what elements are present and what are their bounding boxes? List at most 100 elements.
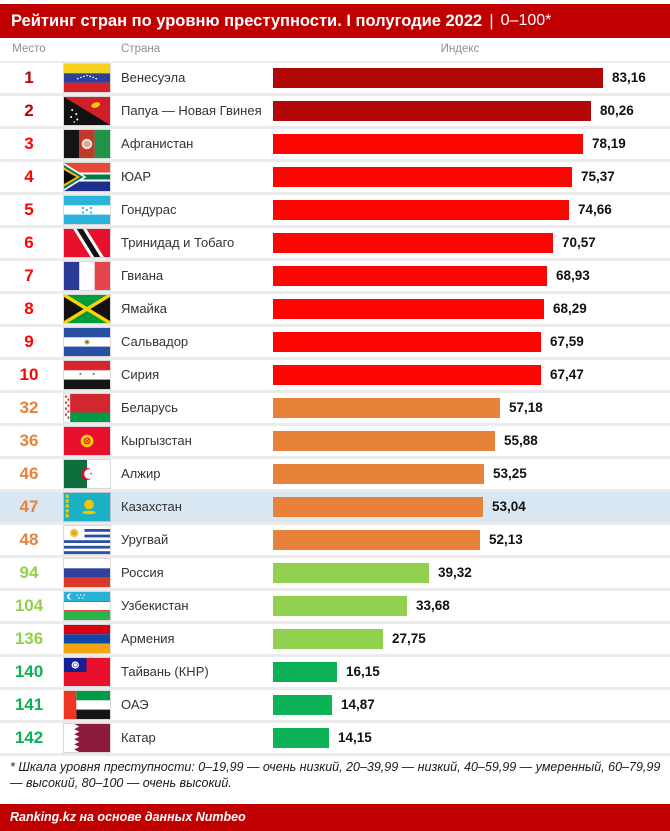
- index-bar: [273, 200, 569, 220]
- table-row-highlighted: 47 Казахстан 53,04: [0, 492, 670, 525]
- rank-number: 3: [24, 134, 34, 153]
- table-row: 9 Сальвадор 67,59: [0, 327, 670, 360]
- flag-sy-icon: [64, 361, 110, 389]
- rank-number: 36: [19, 431, 39, 450]
- source-footer: Ranking.kz на основе данных Numbeo: [0, 804, 670, 831]
- index-value: 33,68: [416, 598, 450, 613]
- title-scale-note: 0–100*: [500, 12, 552, 29]
- rank-number: 4: [24, 167, 34, 186]
- scale-footnote: * Шкала уровня преступности: 0–19,99 — о…: [10, 760, 661, 790]
- table-row: 36 Кыргызстан 55,88: [0, 426, 670, 459]
- country-name: Гондурас: [121, 202, 177, 217]
- page-title: Рейтинг стран по уровню преступности. I …: [11, 11, 483, 30]
- index-bar: [273, 332, 541, 352]
- table-row: 7 Гвиана 68,93: [0, 261, 670, 294]
- rank-number: 2: [24, 101, 34, 120]
- index-bar: [273, 134, 583, 154]
- index-value: 52,13: [489, 532, 523, 547]
- index-bar: [273, 728, 329, 748]
- flag-kz-icon: [64, 493, 110, 521]
- country-name: Казахстан: [121, 499, 182, 514]
- flag-uy-icon: [64, 526, 110, 554]
- rank-number: 9: [24, 332, 34, 351]
- rank-number: 136: [14, 629, 44, 648]
- index-bar: [273, 662, 337, 682]
- index-bar: [273, 464, 484, 484]
- table-row: 8 Ямайка 68,29: [0, 294, 670, 327]
- flag-tt-icon: [64, 229, 110, 257]
- index-value: 67,47: [550, 367, 584, 382]
- table-row: 94 Россия 39,32: [0, 558, 670, 591]
- index-value: 78,19: [592, 136, 626, 151]
- table-row: 3 Афганистан 78,19: [0, 129, 670, 162]
- index-value: 75,37: [581, 169, 615, 184]
- ranking-table: 1 Венесуэла 83,16 2 Папуа — Новая Гвинея 80,2…: [0, 63, 670, 756]
- rank-number: 104: [14, 596, 44, 615]
- index-bar: [273, 596, 407, 616]
- rank-number: 8: [24, 299, 34, 318]
- country-name: Узбекистан: [121, 598, 189, 613]
- table-row: 48 Уругвай 52,13: [0, 525, 670, 558]
- column-header-country: Страна: [121, 43, 161, 55]
- flag-by-icon: [64, 394, 110, 422]
- index-value: 68,29: [553, 301, 587, 316]
- index-value: 70,57: [562, 235, 596, 250]
- flag-uz-icon: [64, 592, 110, 620]
- country-name: Ямайка: [121, 301, 168, 316]
- table-row: 46 Алжир 53,25: [0, 459, 670, 492]
- title-bar: Рейтинг стран по уровню преступности. I …: [0, 4, 670, 38]
- country-name: Алжир: [121, 466, 161, 481]
- country-name: Армения: [121, 631, 175, 646]
- table-row: 4 ЮАР 75,37: [0, 162, 670, 195]
- index-value: 53,25: [493, 466, 527, 481]
- index-bar: [273, 101, 591, 121]
- flag-qa-icon: [64, 724, 110, 752]
- index-bar: [273, 431, 495, 451]
- index-bar: [273, 299, 544, 319]
- country-name: Афганистан: [121, 136, 194, 151]
- rank-number: 5: [24, 200, 34, 219]
- table-row: 136 Армения 27,75: [0, 624, 670, 657]
- country-name: Сальвадор: [121, 334, 189, 349]
- country-name: Тайвань (КНР): [121, 664, 209, 679]
- country-name: ЮАР: [121, 169, 152, 184]
- table-row: 6 Тринидад и Тобаго 70,57: [0, 228, 670, 261]
- table-row: 32 Беларусь 57,18: [0, 393, 670, 426]
- table-row: 104 Узбекистан 33,68: [0, 591, 670, 624]
- flag-za-icon: [64, 163, 110, 191]
- index-value: 55,88: [504, 433, 538, 448]
- rank-number: 48: [19, 530, 39, 549]
- rank-number: 140: [14, 662, 44, 681]
- flag-hn-icon: [64, 196, 110, 224]
- flag-ae-icon: [64, 691, 110, 719]
- rank-number: 47: [19, 497, 39, 516]
- rank-number: 10: [19, 365, 39, 384]
- rank-number: 94: [19, 563, 39, 582]
- index-bar: [273, 233, 553, 253]
- table-row: 1 Венесуэла 83,16: [0, 63, 670, 96]
- column-headers: Место Страна Индекс: [0, 38, 670, 63]
- flag-am-icon: [64, 625, 110, 653]
- index-bar: [273, 497, 483, 517]
- country-name: Сирия: [121, 367, 160, 382]
- table-row: 5 Гондурас 74,66: [0, 195, 670, 228]
- title-separator: |: [489, 11, 494, 30]
- country-name: Беларусь: [121, 400, 178, 415]
- index-value: 14,15: [338, 730, 372, 745]
- rank-number: 6: [24, 233, 34, 252]
- table-row: 142 Катар 14,15: [0, 723, 670, 756]
- country-name: ОАЭ: [121, 697, 149, 712]
- index-value: 57,18: [509, 400, 543, 415]
- index-bar: [273, 398, 500, 418]
- country-name: Гвиана: [121, 268, 164, 283]
- flag-gf-icon: [64, 262, 110, 290]
- index-value: 83,16: [612, 70, 646, 85]
- table-row: 2 Папуа — Новая Гвинея 80,26: [0, 96, 670, 129]
- flag-kg-icon: [64, 427, 110, 455]
- index-value: 74,66: [578, 202, 612, 217]
- country-name: Уругвай: [121, 532, 169, 547]
- index-value: 39,32: [438, 565, 472, 580]
- flag-ve-icon: [64, 64, 110, 92]
- index-bar: [273, 365, 541, 385]
